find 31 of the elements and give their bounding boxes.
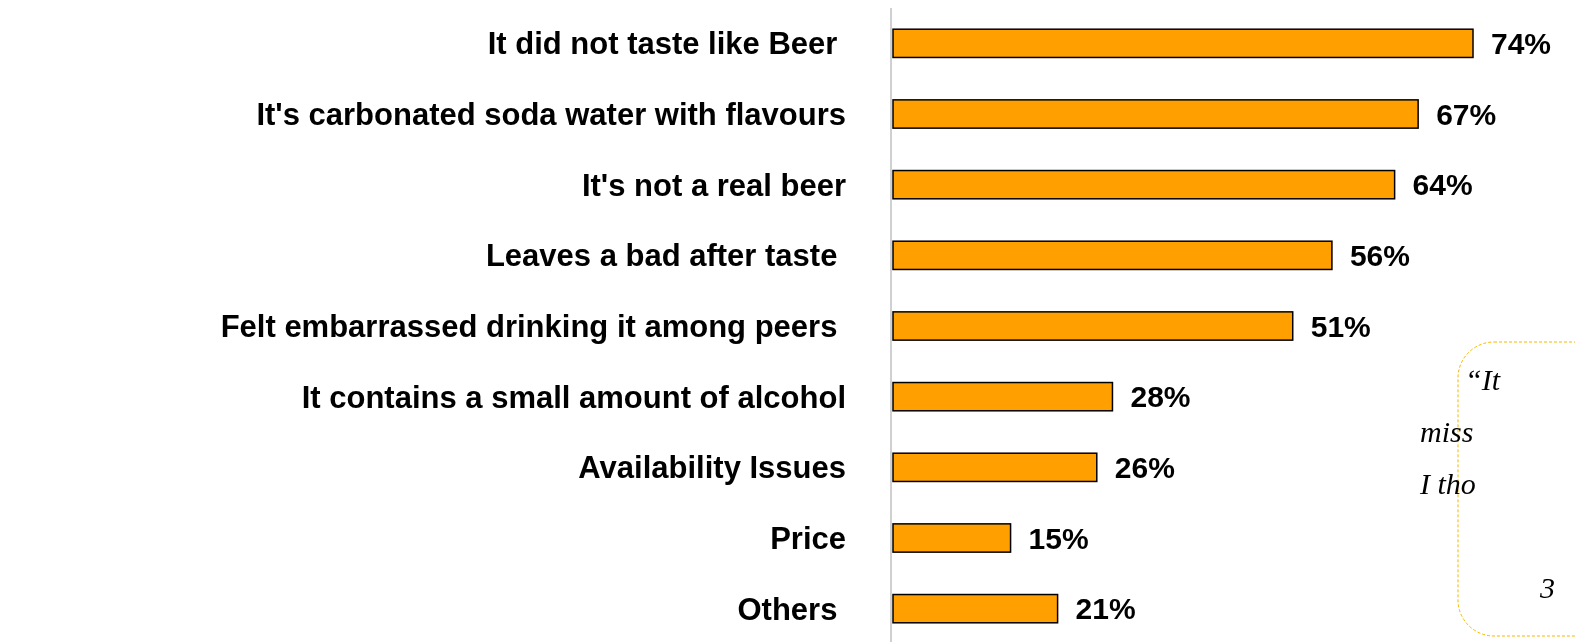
data-label: 56% [1349, 238, 1410, 272]
bar [892, 593, 1059, 624]
y-tick-label: It did not taste like Beer [487, 26, 846, 62]
data-label: 21% [1075, 592, 1136, 626]
bar [892, 99, 1419, 129]
y-tick-label: Felt embarrassed drinking it among peers [220, 308, 846, 344]
bar [892, 452, 1098, 483]
bar [892, 311, 1294, 341]
data-label: 67% [1436, 97, 1497, 131]
y-tick-label: Others [737, 591, 846, 627]
data-label: 74% [1491, 26, 1552, 60]
y-tick-label: Leaves a bad after taste [485, 238, 846, 274]
data-label: 64% [1412, 168, 1473, 202]
data-label: 26% [1114, 450, 1175, 484]
bar [892, 28, 1474, 59]
annotation: miss [1420, 415, 1474, 448]
text: 3 [1539, 571, 1555, 604]
y-tick-label: It contains a small amount of alcohol [301, 379, 846, 415]
bar [892, 240, 1333, 271]
bar [892, 381, 1114, 412]
y-tick-label: Availability Issues [578, 450, 846, 486]
annotation: I tho [1419, 467, 1476, 500]
y-tick-label: It's carbonated soda water with flavours [256, 96, 846, 132]
bar [892, 169, 1396, 200]
data-label: 51% [1310, 309, 1371, 343]
data-label: 15% [1028, 521, 1089, 555]
data-label: 28% [1130, 380, 1191, 414]
y-tick-label: Price [770, 520, 846, 556]
y-tick-label: It's not a real beer [581, 167, 846, 203]
bar [892, 523, 1012, 553]
annotation: “It [1465, 363, 1501, 396]
